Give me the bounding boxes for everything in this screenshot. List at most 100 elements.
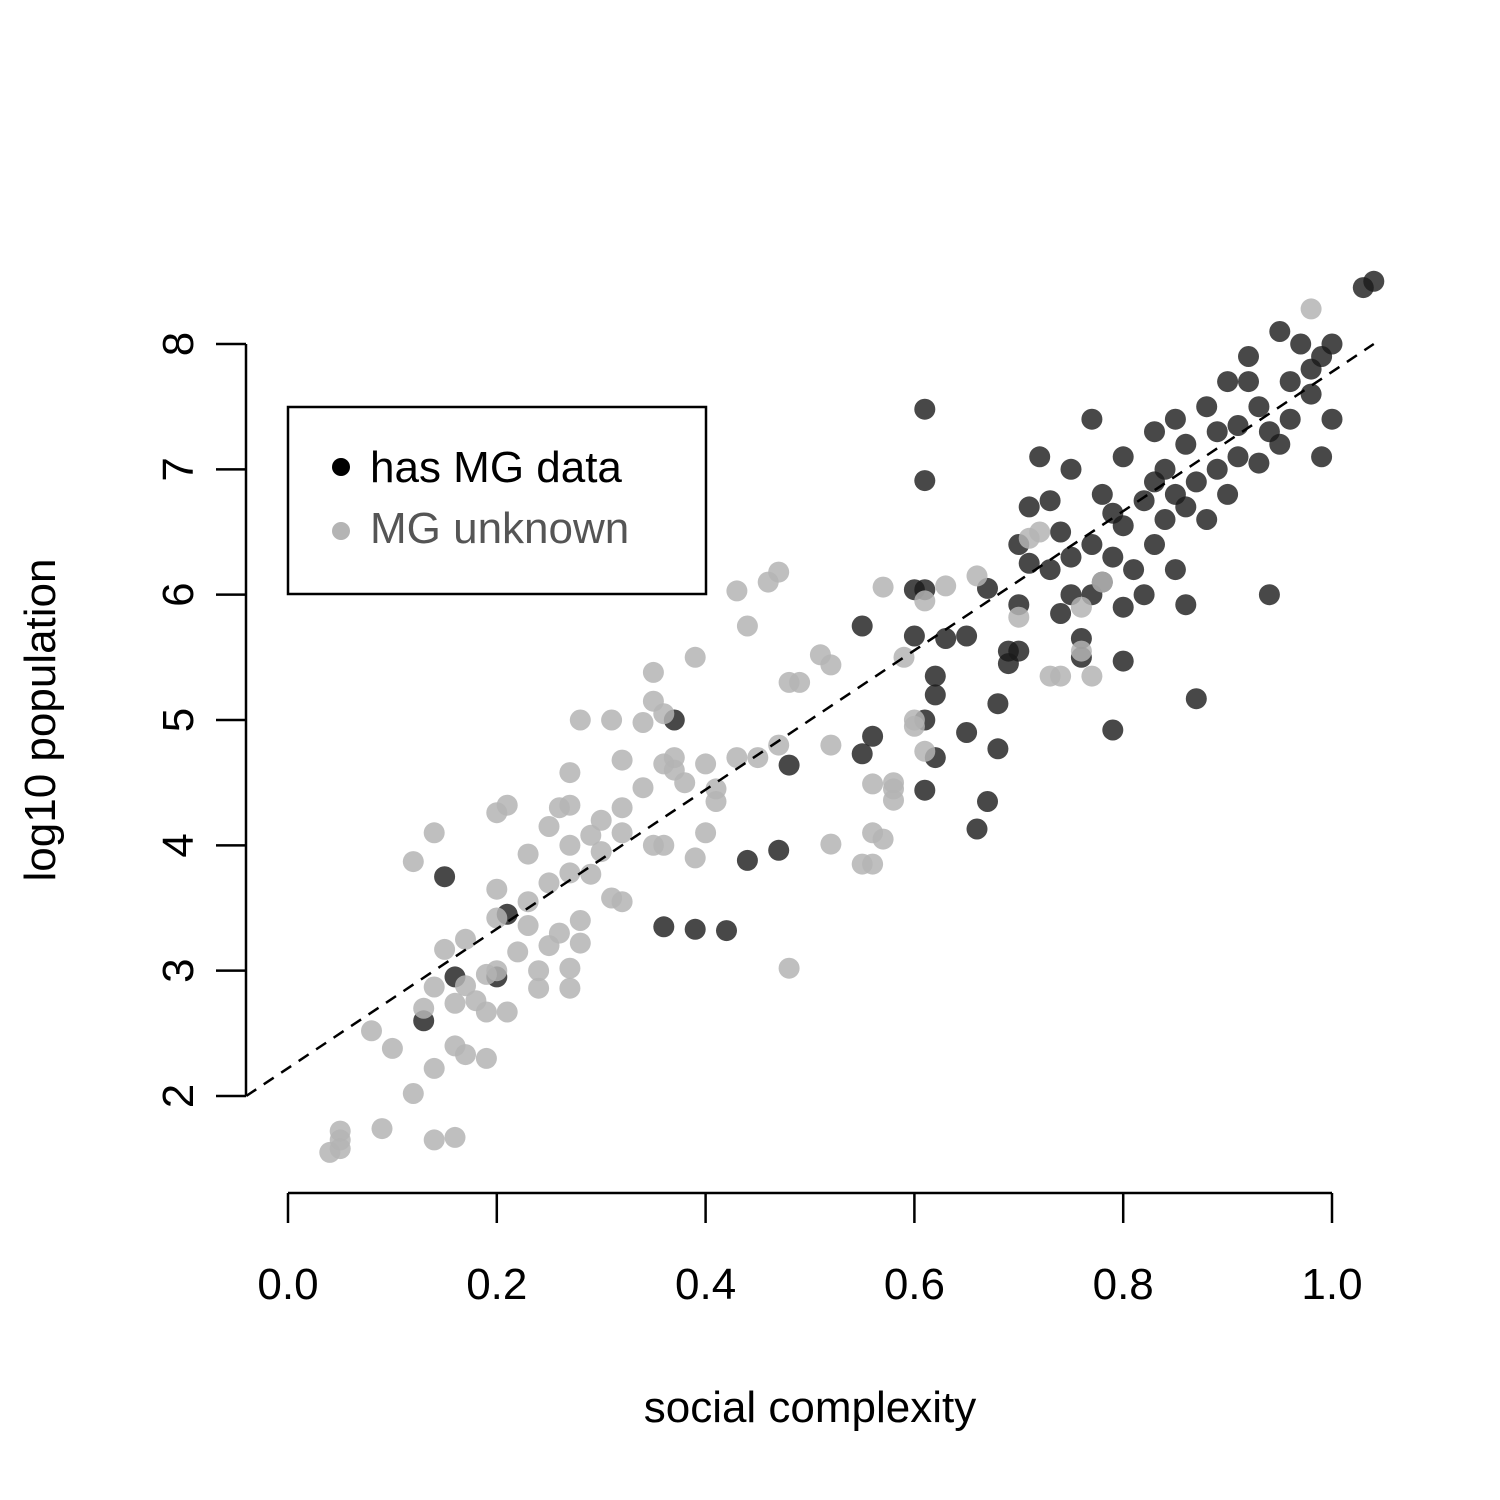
legend: has MG data MG unknown — [286, 405, 708, 596]
point-mg-unknown — [611, 797, 633, 819]
point-mg-unknown — [455, 975, 476, 997]
point-mg-unknown — [444, 992, 466, 1014]
point-mg-unknown — [371, 1118, 393, 1140]
point-has-mg — [914, 470, 936, 492]
x-axis-title: social complexity — [644, 1383, 977, 1432]
point-has-mg — [1050, 603, 1072, 624]
point-has-mg — [1196, 509, 1218, 530]
point-has-mg — [1154, 509, 1176, 530]
point-has-mg — [1175, 496, 1197, 518]
point-has-mg — [1290, 333, 1312, 355]
point-mg-unknown — [914, 590, 936, 612]
point-mg-unknown — [601, 709, 623, 731]
point-mg-unknown — [705, 778, 727, 800]
point-has-mg — [1269, 433, 1291, 455]
point-mg-unknown — [663, 747, 685, 769]
point-has-mg — [1321, 333, 1343, 355]
point-mg-unknown — [653, 703, 675, 725]
point-mg-unknown — [893, 646, 915, 668]
point-has-mg — [1154, 458, 1176, 480]
y-axis: 2 3 4 5 6 7 8 — [154, 332, 248, 1108]
point-mg-unknown — [820, 833, 842, 855]
y-tick-label: 5 — [154, 708, 203, 732]
point-mg-unknown — [1081, 665, 1103, 687]
point-mg-unknown — [684, 646, 706, 668]
point-has-mg — [1081, 408, 1103, 430]
point-has-mg — [1300, 383, 1322, 405]
point-mg-unknown — [559, 834, 581, 856]
point-mg-unknown — [914, 740, 936, 762]
point-has-mg — [914, 398, 936, 420]
point-has-mg — [1311, 446, 1333, 468]
point-mg-unknown — [455, 1044, 476, 1066]
point-mg-unknown — [736, 615, 758, 637]
point-mg-unknown — [726, 580, 748, 602]
point-mg-unknown — [862, 853, 884, 875]
point-mg-unknown — [559, 762, 581, 784]
point-has-mg — [956, 625, 978, 647]
x-tick-label: 0.6 — [884, 1260, 945, 1309]
point-mg-unknown — [1300, 298, 1322, 320]
point-mg-unknown — [329, 1120, 351, 1142]
point-has-mg — [903, 625, 925, 647]
point-has-mg — [1018, 496, 1040, 518]
point-mg-unknown — [528, 977, 550, 999]
point-has-mg — [1081, 534, 1103, 555]
x-tick-label: 0.0 — [257, 1260, 318, 1309]
point-mg-unknown — [872, 576, 894, 598]
y-tick-label: 4 — [154, 833, 203, 857]
point-has-mg — [1279, 371, 1301, 393]
point-mg-unknown — [559, 862, 581, 884]
point-mg-unknown — [423, 1057, 445, 1079]
point-mg-unknown — [674, 772, 696, 794]
point-mg-unknown — [538, 872, 560, 894]
y-tick-label: 7 — [154, 457, 203, 481]
point-mg-unknown — [486, 960, 508, 982]
point-mg-unknown — [361, 1020, 382, 1042]
point-mg-unknown — [642, 661, 664, 683]
point-mg-unknown — [517, 915, 539, 936]
point-has-mg — [1164, 408, 1186, 430]
point-has-mg — [1144, 534, 1165, 555]
point-has-mg — [1029, 446, 1051, 468]
point-mg-unknown — [475, 1047, 497, 1069]
point-has-mg — [1112, 515, 1134, 537]
point-mg-unknown — [695, 822, 717, 844]
point-has-mg — [1018, 552, 1040, 574]
y-tick-label: 3 — [154, 958, 203, 982]
y-axis-title: log10 population — [16, 559, 65, 882]
point-mg-unknown — [611, 822, 633, 844]
point-has-mg — [914, 779, 936, 801]
point-has-mg — [1217, 483, 1239, 505]
point-mg-unknown — [872, 828, 894, 850]
point-has-mg — [1060, 546, 1082, 568]
point-mg-unknown — [684, 847, 706, 869]
point-has-mg — [1175, 594, 1197, 616]
point-mg-unknown — [444, 1126, 466, 1148]
point-mg-unknown — [548, 922, 570, 944]
point-has-mg — [1164, 559, 1186, 581]
reference-dashed-line — [245, 342, 1375, 1098]
point-mg-unknown — [778, 957, 800, 979]
point-has-mg — [1279, 408, 1301, 430]
point-mg-unknown — [789, 671, 811, 693]
point-mg-unknown — [768, 734, 790, 756]
points-layer — [319, 270, 1385, 1163]
point-has-mg — [653, 916, 675, 938]
y-tick-label: 8 — [154, 332, 203, 356]
point-mg-unknown — [820, 734, 842, 756]
y-tick-label: 2 — [154, 1084, 203, 1108]
point-mg-unknown — [496, 794, 518, 816]
point-has-mg — [956, 722, 978, 743]
y-tick-label: 6 — [154, 582, 203, 606]
point-has-mg — [1196, 396, 1218, 418]
point-mg-unknown — [486, 878, 508, 900]
point-mg-unknown — [726, 747, 748, 769]
point-has-mg — [716, 920, 737, 942]
point-has-mg — [924, 684, 946, 706]
point-has-mg — [1206, 458, 1228, 480]
point-has-mg — [1112, 596, 1134, 618]
point-mg-unknown — [820, 654, 842, 676]
point-has-mg — [1060, 458, 1082, 480]
